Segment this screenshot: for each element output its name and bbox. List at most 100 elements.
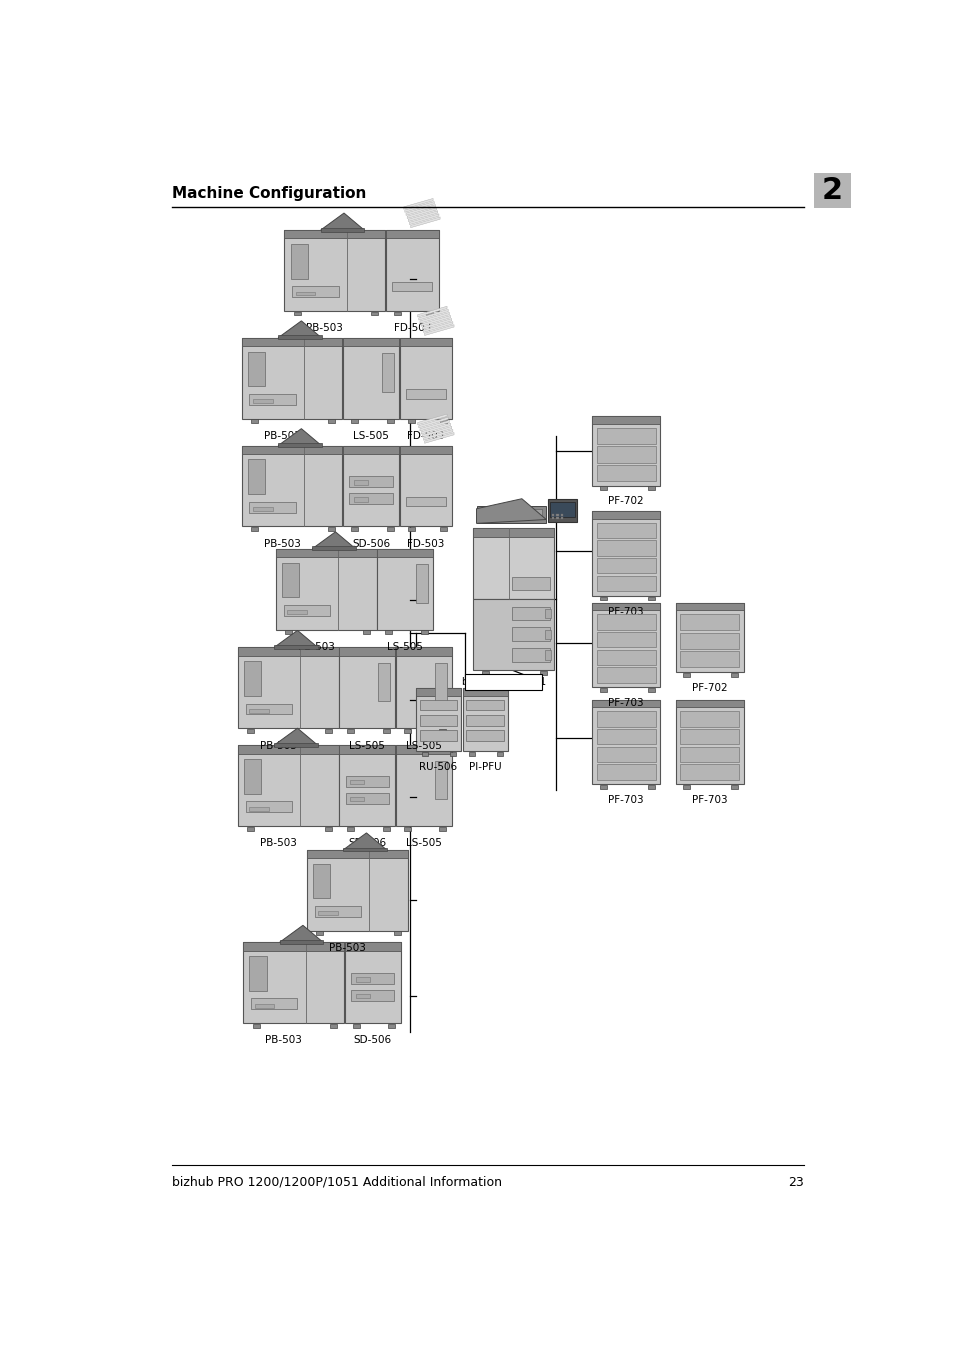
Bar — [351, 990, 394, 1000]
Bar — [274, 645, 317, 649]
Bar — [386, 419, 394, 423]
Bar — [472, 529, 554, 599]
Bar — [385, 230, 438, 311]
Bar — [551, 518, 554, 519]
Bar — [599, 786, 606, 790]
Polygon shape — [423, 430, 453, 441]
Bar — [237, 745, 338, 753]
Polygon shape — [420, 423, 450, 434]
Bar — [394, 932, 400, 936]
Bar — [237, 745, 338, 826]
Polygon shape — [274, 630, 317, 648]
Text: SD-506: SD-506 — [352, 538, 390, 549]
Bar — [466, 730, 503, 741]
Bar — [439, 419, 447, 423]
Polygon shape — [409, 214, 438, 224]
Bar — [556, 518, 558, 519]
Bar — [426, 311, 433, 315]
Bar — [278, 443, 321, 448]
Bar — [547, 499, 577, 522]
Bar — [592, 416, 659, 425]
Text: FD-503: FD-503 — [393, 323, 431, 333]
Bar — [439, 527, 447, 531]
Bar — [556, 514, 558, 515]
Bar — [339, 648, 395, 729]
Bar — [403, 827, 410, 830]
Bar — [462, 688, 507, 696]
Polygon shape — [403, 199, 433, 210]
Bar — [249, 393, 295, 404]
Bar — [596, 558, 655, 573]
Bar — [251, 999, 297, 1009]
Bar — [466, 715, 503, 726]
Polygon shape — [279, 925, 323, 942]
Bar — [314, 906, 360, 917]
Bar — [435, 662, 447, 702]
Bar — [382, 827, 390, 830]
Bar — [249, 708, 269, 713]
Polygon shape — [278, 429, 321, 446]
Bar — [407, 527, 415, 531]
Bar — [343, 446, 398, 526]
Bar — [596, 446, 655, 462]
Bar — [241, 338, 342, 346]
Bar — [278, 335, 321, 339]
Bar — [481, 671, 488, 675]
Bar — [355, 977, 369, 982]
Bar — [416, 688, 460, 696]
Bar — [248, 352, 265, 387]
Bar — [382, 729, 390, 733]
Bar — [813, 173, 850, 208]
Bar — [544, 608, 550, 618]
Bar — [245, 703, 292, 714]
Bar — [592, 700, 659, 784]
Bar — [343, 338, 398, 419]
Bar — [251, 419, 257, 423]
Bar — [241, 338, 342, 419]
Text: PB-503: PB-503 — [263, 538, 300, 549]
Bar — [347, 729, 354, 733]
Bar — [596, 764, 655, 780]
Bar — [339, 648, 395, 656]
Bar — [343, 446, 398, 454]
Polygon shape — [417, 307, 447, 316]
Bar — [539, 671, 546, 675]
Bar — [476, 507, 546, 523]
Bar — [392, 281, 432, 291]
Bar — [596, 523, 655, 538]
Bar — [511, 627, 550, 641]
Bar — [679, 764, 739, 780]
Bar — [416, 564, 428, 603]
Bar — [354, 498, 368, 502]
Polygon shape — [274, 729, 317, 745]
Bar — [480, 508, 542, 518]
Bar — [439, 827, 446, 830]
Bar — [351, 973, 394, 984]
Bar — [472, 529, 554, 537]
Bar — [243, 942, 344, 950]
Text: PF-702: PF-702 — [691, 683, 727, 692]
Bar — [592, 603, 659, 687]
Bar — [675, 603, 743, 672]
Text: PF-703: PF-703 — [608, 607, 643, 617]
Bar — [596, 465, 655, 481]
Bar — [345, 776, 389, 787]
Polygon shape — [476, 499, 546, 523]
Text: PB-503: PB-503 — [259, 741, 296, 750]
Bar — [328, 419, 335, 423]
Bar — [241, 446, 342, 454]
Bar — [307, 850, 407, 930]
Bar — [592, 511, 659, 519]
Bar — [292, 287, 338, 297]
Bar — [351, 527, 357, 531]
Polygon shape — [404, 201, 434, 212]
Polygon shape — [312, 531, 355, 549]
Bar — [419, 700, 456, 711]
Bar — [274, 742, 317, 746]
Bar — [596, 729, 655, 745]
Bar — [312, 546, 355, 550]
Polygon shape — [424, 433, 454, 443]
Text: PB-503: PB-503 — [263, 431, 300, 441]
Bar — [349, 476, 393, 487]
Bar — [254, 1003, 274, 1007]
